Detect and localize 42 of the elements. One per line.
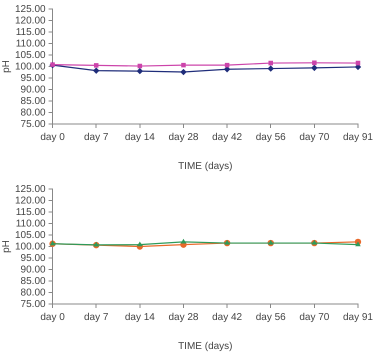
y-tick-label: 95.00 [20, 252, 46, 264]
y-tick-label: 100.00 [14, 241, 46, 252]
y-tick-label: 105.00 [14, 50, 46, 61]
y-axis-title: pH [0, 240, 12, 253]
y-tick-label: 90.00 [20, 264, 46, 276]
y-tick-label: 75.00 [20, 118, 46, 130]
y-tick-label: 90.00 [20, 84, 46, 96]
y-tick-label: 125.00 [14, 4, 46, 15]
x-tick-label: day 7 [84, 132, 109, 143]
x-tick-label: day 42 [212, 132, 243, 143]
x-axis-title: TIME (days) [178, 340, 233, 352]
x-tick-label: day 91 [342, 312, 374, 323]
x-tick-label: day 28 [168, 312, 199, 323]
x-axis-title: TIME (days) [178, 160, 233, 172]
x-tick-label: day 0 [40, 312, 66, 323]
x-tick-label: day 14 [124, 312, 156, 323]
y-tick-label: 85.00 [20, 276, 46, 287]
y-tick-label: 85.00 [20, 96, 46, 107]
y-tick-label: 120.00 [14, 195, 46, 206]
y-tick-label: 95.00 [20, 72, 46, 84]
y-tick-label: 125.00 [14, 184, 46, 195]
x-tick-label: day 14 [124, 132, 156, 143]
y-axis-title: pH [0, 60, 12, 73]
y-tick-label: 110.00 [16, 218, 46, 230]
x-tick-label: day 91 [342, 132, 374, 143]
y-tick-label: 110.00 [16, 38, 46, 50]
y-tick-label: 115.00 [16, 206, 46, 218]
x-tick-label: day 70 [299, 132, 330, 143]
y-tick-label: 100.00 [14, 61, 46, 72]
x-tick-label: day 56 [256, 312, 286, 323]
x-tick-label: day 56 [256, 132, 286, 143]
y-tick-label: 105.00 [14, 230, 46, 241]
y-tick-label: 80.00 [20, 287, 46, 298]
x-tick-label: day 42 [212, 312, 243, 323]
x-tick-label: day 7 [84, 312, 109, 323]
x-tick-label: day 70 [299, 312, 330, 323]
y-tick-label: 115.00 [16, 26, 46, 38]
y-tick-label: 75.00 [20, 298, 46, 310]
y-tick-label: 80.00 [20, 107, 46, 118]
y-tick-label: 120.00 [14, 15, 46, 26]
x-tick-label: day 28 [168, 132, 199, 143]
x-tick-label: day 0 [40, 132, 66, 143]
